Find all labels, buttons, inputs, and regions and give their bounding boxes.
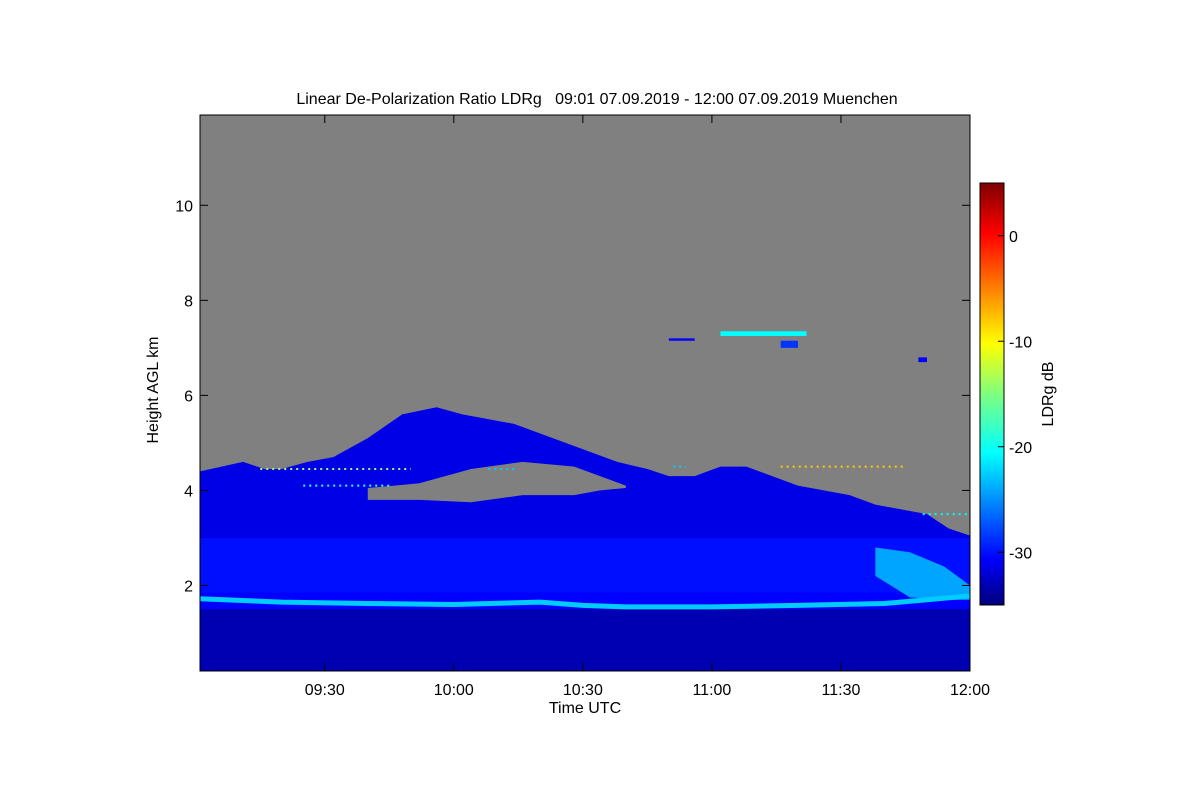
x-axis: 09:30 10:00 10:30 11:00 11:30 12:00 xyxy=(305,115,990,699)
colorbar-tick-label: -30 xyxy=(1009,545,1032,562)
x-tick-label: 11:30 xyxy=(822,682,861,699)
boundary-layer xyxy=(200,609,970,671)
y-tick-label: 4 xyxy=(184,483,193,500)
y-axis-label: Height AGL km xyxy=(145,336,162,443)
colorbar-tick-label: 0 xyxy=(1009,229,1018,246)
colorbar-scale xyxy=(979,182,1005,606)
high-cloud-fragment xyxy=(668,338,695,341)
x-tick-label: 09:30 xyxy=(305,682,345,699)
colorbar-ticks: 0 -10 -20 -30 xyxy=(998,229,1032,562)
y-tick-label: 10 xyxy=(175,198,193,215)
x-tick-label: 10:00 xyxy=(434,682,474,699)
colorbar: 0 -10 -20 -30 LDRg dB xyxy=(979,182,1057,606)
x-tick-label: 10:30 xyxy=(563,682,603,699)
y-axis: 2 4 6 8 10 xyxy=(175,198,970,595)
bright-band xyxy=(200,593,970,610)
x-tick-label: 11:00 xyxy=(692,682,731,699)
plot-frame xyxy=(199,114,971,672)
x-tick-label: 12:00 xyxy=(950,682,990,699)
colorbar-label: LDRg dB xyxy=(1040,362,1057,427)
above-band-layer xyxy=(200,537,970,593)
y-tick-label: 8 xyxy=(184,293,193,310)
clear-gap xyxy=(367,461,626,503)
chart-title: Linear De-Polarization Ratio LDRg 09:01 … xyxy=(296,91,897,108)
colorbar-tick-label: -10 xyxy=(1009,334,1032,351)
colorbar-tick-label: -20 xyxy=(1009,440,1032,457)
y-tick-label: 6 xyxy=(184,388,193,405)
high-cloud-fragment xyxy=(720,331,807,336)
y-tick-label: 2 xyxy=(184,578,193,595)
x-axis-label: Time UTC xyxy=(549,700,621,717)
plot-area xyxy=(200,115,970,671)
high-cloud-fragment xyxy=(918,357,927,363)
high-cloud-fragment xyxy=(780,340,798,348)
enhanced-patch xyxy=(875,547,970,600)
